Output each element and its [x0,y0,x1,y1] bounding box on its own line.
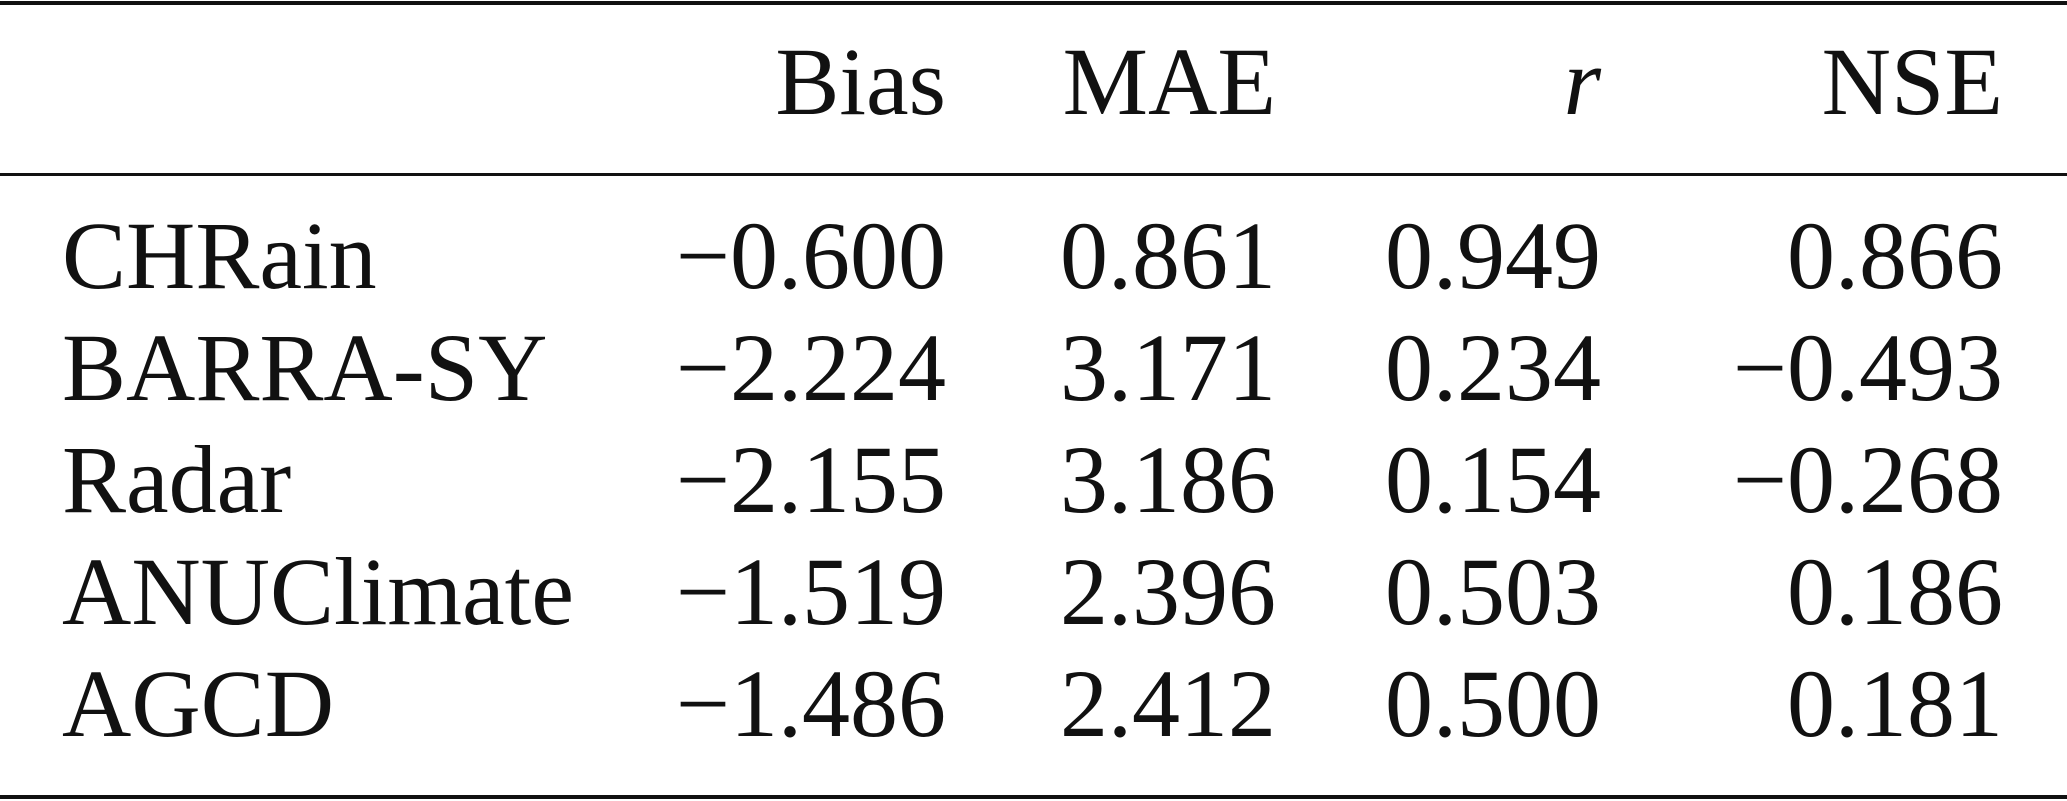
cell-value: 0.186 [1787,538,2003,645]
cell-value: 2.396 [1060,538,1276,645]
bottom-rule [0,795,2067,799]
mid-rule [0,173,2067,176]
cell-value: −0.268 [1732,426,2003,533]
row-label: Radar [62,426,292,533]
cell-value: 0.500 [1385,650,1601,757]
column-header: MAE [1062,28,1276,135]
cell-value: −2.224 [675,314,946,421]
top-rule [0,1,2067,5]
cell-value: 0.154 [1385,426,1601,533]
row-label: BARRA-SY [62,314,548,421]
cell-value: 0.866 [1787,202,2003,309]
cell-value: 0.861 [1060,202,1276,309]
cell-value: 3.186 [1060,426,1276,533]
column-header: Bias [775,28,946,135]
cell-value: −2.155 [675,426,946,533]
cell-value: −0.493 [1732,314,2003,421]
cell-value: −0.600 [675,202,946,309]
cell-value: 0.503 [1385,538,1601,645]
cell-value: 0.181 [1787,650,2003,757]
row-label: ANUClimate [62,538,574,645]
column-header: r [1563,28,1601,135]
row-label: CHRain [62,202,377,309]
cell-value: 0.234 [1385,314,1601,421]
cell-value: 2.412 [1060,650,1276,757]
cell-value: −1.486 [675,650,946,757]
column-header: NSE [1821,28,2003,135]
cell-value: −1.519 [675,538,946,645]
cell-value: 3.171 [1060,314,1276,421]
row-label: AGCD [62,650,335,757]
cell-value: 0.949 [1385,202,1601,309]
